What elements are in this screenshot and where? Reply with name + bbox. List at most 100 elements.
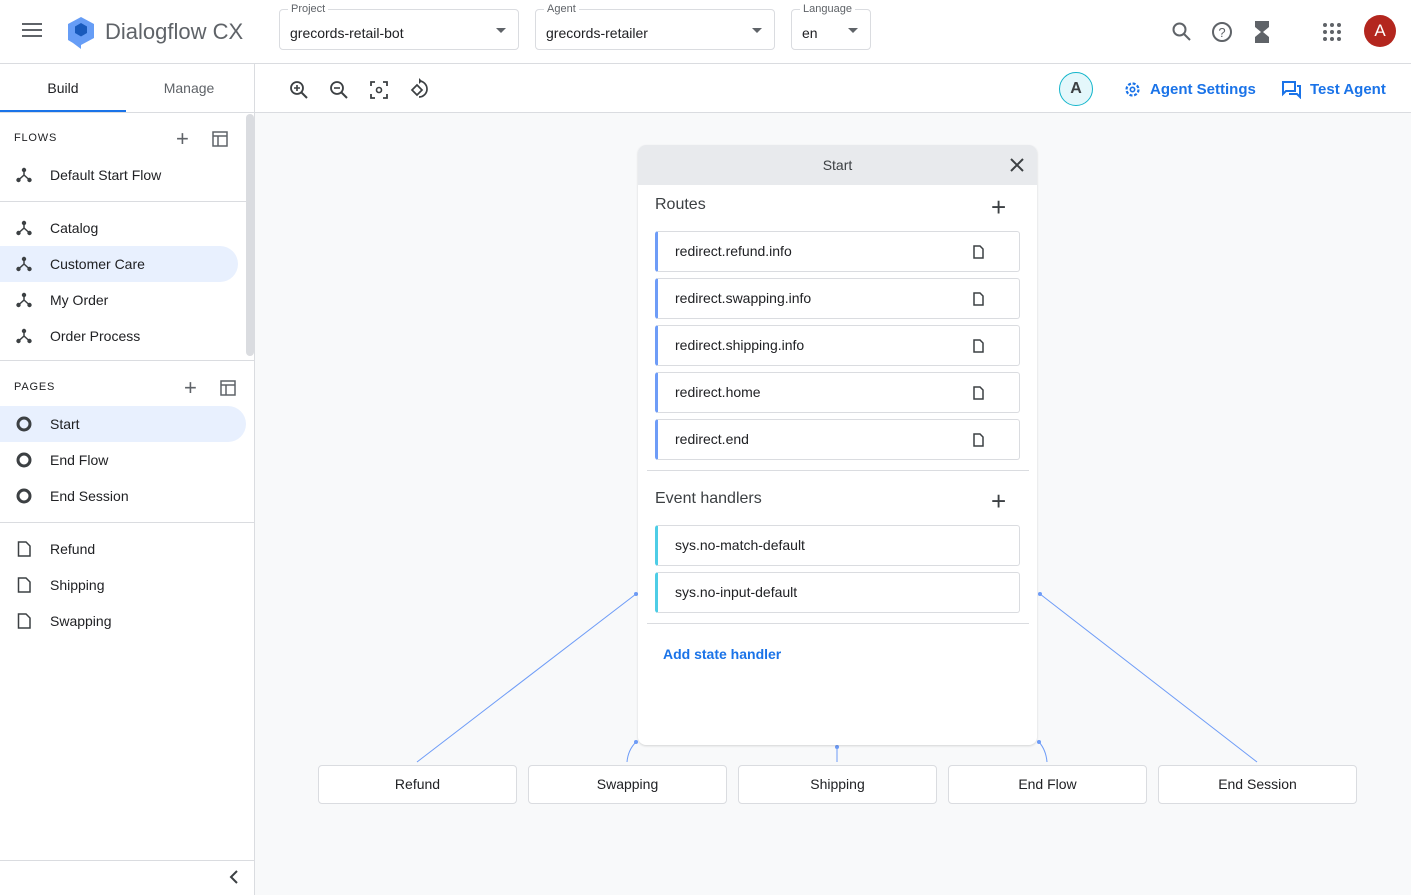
- agent-badge[interactable]: A: [1059, 72, 1093, 106]
- node-end-session[interactable]: End Session: [1158, 765, 1357, 804]
- document-icon: [973, 339, 984, 353]
- page-item-refund[interactable]: Refund: [0, 531, 238, 567]
- flow-icon: [16, 256, 32, 272]
- zoom-out-icon[interactable]: [329, 80, 349, 105]
- pages-table-icon[interactable]: [220, 380, 236, 401]
- fit-screen-icon[interactable]: [369, 80, 389, 105]
- route-item[interactable]: redirect.shipping.info: [655, 325, 1020, 366]
- pages-label: PAGES: [14, 381, 56, 393]
- node-shipping[interactable]: Shipping: [738, 765, 937, 804]
- panel-title: Start: [638, 145, 1037, 185]
- document-icon: [973, 292, 984, 306]
- document-icon: [17, 613, 31, 629]
- language-value: en: [802, 25, 818, 41]
- help-icon[interactable]: ?: [1211, 21, 1233, 48]
- project-select[interactable]: Project grecords-retail-bot: [279, 3, 519, 50]
- document-icon: [17, 541, 31, 557]
- route-item[interactable]: redirect.end: [655, 419, 1020, 460]
- flow-icon: [16, 167, 32, 183]
- start-page-panel: Start Routes + redirect.refund.info redi…: [638, 145, 1037, 745]
- page-item-start[interactable]: Start: [0, 406, 246, 442]
- route-item[interactable]: redirect.swapping.info: [655, 278, 1020, 319]
- add-flow-plus-icon[interactable]: +: [176, 126, 189, 151]
- flow-label: Customer Care: [50, 256, 145, 272]
- flow-label: Default Start Flow: [50, 167, 162, 183]
- route-label: redirect.refund.info: [675, 243, 792, 259]
- flow-label: Catalog: [50, 220, 99, 236]
- document-icon: [973, 386, 984, 400]
- agent-value: grecords-retailer: [546, 25, 648, 41]
- flow-item-default-start-flow[interactable]: Default Start Flow: [0, 157, 238, 193]
- page-item-end-flow[interactable]: End Flow: [0, 442, 238, 478]
- flow-icon: [16, 328, 32, 344]
- flows-label: FLOWS: [14, 132, 58, 144]
- language-select[interactable]: Language en: [791, 3, 871, 50]
- add-route-plus-icon[interactable]: +: [991, 192, 1007, 222]
- page-label: Refund: [50, 541, 96, 557]
- page-label: Shipping: [50, 577, 105, 593]
- agent-select[interactable]: Agent grecords-retailer: [535, 3, 775, 50]
- page-item-end-session[interactable]: End Session: [0, 478, 238, 514]
- event-label: sys.no-match-default: [675, 537, 805, 553]
- event-handler-item[interactable]: sys.no-input-default: [655, 572, 1020, 613]
- event-handler-item[interactable]: sys.no-match-default: [655, 525, 1020, 566]
- chat-icon: [1282, 80, 1301, 99]
- event-label: sys.no-input-default: [675, 584, 798, 600]
- page-label: Start: [50, 416, 80, 432]
- flow-item-customer-care[interactable]: Customer Care: [0, 246, 238, 282]
- route-item[interactable]: redirect.home: [655, 372, 1020, 413]
- route-item[interactable]: redirect.refund.info: [655, 231, 1020, 272]
- tab-manage[interactable]: Manage: [163, 80, 215, 96]
- menu-icon[interactable]: [22, 22, 42, 43]
- page-circle-icon: [16, 488, 32, 504]
- chevron-down-icon: [752, 28, 762, 33]
- sidebar: Build Manage FLOWS + Default Start Flow …: [0, 64, 255, 895]
- hourglass-icon[interactable]: [1255, 21, 1269, 48]
- route-label: redirect.home: [675, 384, 761, 400]
- flow-item-catalog[interactable]: Catalog: [0, 210, 238, 246]
- flows-table-icon[interactable]: [212, 131, 228, 152]
- user-avatar[interactable]: A: [1364, 15, 1396, 47]
- event-handlers-heading: Event handlers: [655, 490, 762, 507]
- page-circle-icon: [16, 452, 32, 468]
- collapse-chevron-left-icon[interactable]: [228, 869, 240, 890]
- node-end-flow[interactable]: End Flow: [948, 765, 1147, 804]
- chevron-down-icon: [848, 28, 858, 33]
- top-bar: Dialogflow CX Project grecords-retail-bot…: [0, 0, 1411, 64]
- search-icon[interactable]: [1171, 21, 1193, 48]
- node-swapping[interactable]: Swapping: [528, 765, 727, 804]
- page-label: Swapping: [50, 613, 112, 629]
- add-event-plus-icon[interactable]: +: [991, 486, 1007, 516]
- project-value: grecords-retail-bot: [290, 25, 404, 41]
- language-label: Language: [800, 3, 855, 15]
- flow-item-my-order[interactable]: My Order: [0, 282, 238, 318]
- add-page-plus-icon[interactable]: +: [184, 375, 197, 400]
- tab-build[interactable]: Build: [0, 64, 126, 112]
- flow-label: Order Process: [50, 328, 141, 344]
- flow-item-order-process[interactable]: Order Process: [0, 318, 238, 354]
- test-agent-button[interactable]: Test Agent: [1282, 79, 1386, 99]
- add-state-handler-link[interactable]: Add state handler: [663, 646, 782, 662]
- page-item-swapping[interactable]: Swapping: [0, 603, 238, 639]
- document-icon: [973, 245, 984, 259]
- sidebar-scrollbar[interactable]: [246, 114, 254, 356]
- flow-label: My Order: [50, 292, 109, 308]
- document-icon: [973, 433, 984, 447]
- apps-grid-icon[interactable]: [1323, 23, 1341, 46]
- page-item-shipping[interactable]: Shipping: [0, 567, 238, 603]
- dialogflow-logo-icon: [67, 16, 95, 55]
- chevron-down-icon: [496, 28, 506, 33]
- agent-settings-button[interactable]: Agent Settings: [1123, 79, 1256, 99]
- reset-rotate-icon[interactable]: [408, 78, 430, 105]
- app-title: Dialogflow CX: [105, 19, 244, 44]
- routes-heading: Routes: [655, 196, 706, 213]
- route-label: redirect.shipping.info: [675, 337, 805, 353]
- gear-icon: [1125, 81, 1140, 97]
- svg-text:?: ?: [1218, 25, 1225, 40]
- zoom-in-icon[interactable]: [289, 80, 309, 105]
- page-label: End Flow: [50, 452, 109, 468]
- agent-label: Agent: [544, 3, 579, 15]
- test-agent-label: Test Agent: [1310, 80, 1386, 98]
- node-refund[interactable]: Refund: [318, 765, 517, 804]
- close-icon[interactable]: [1009, 157, 1025, 178]
